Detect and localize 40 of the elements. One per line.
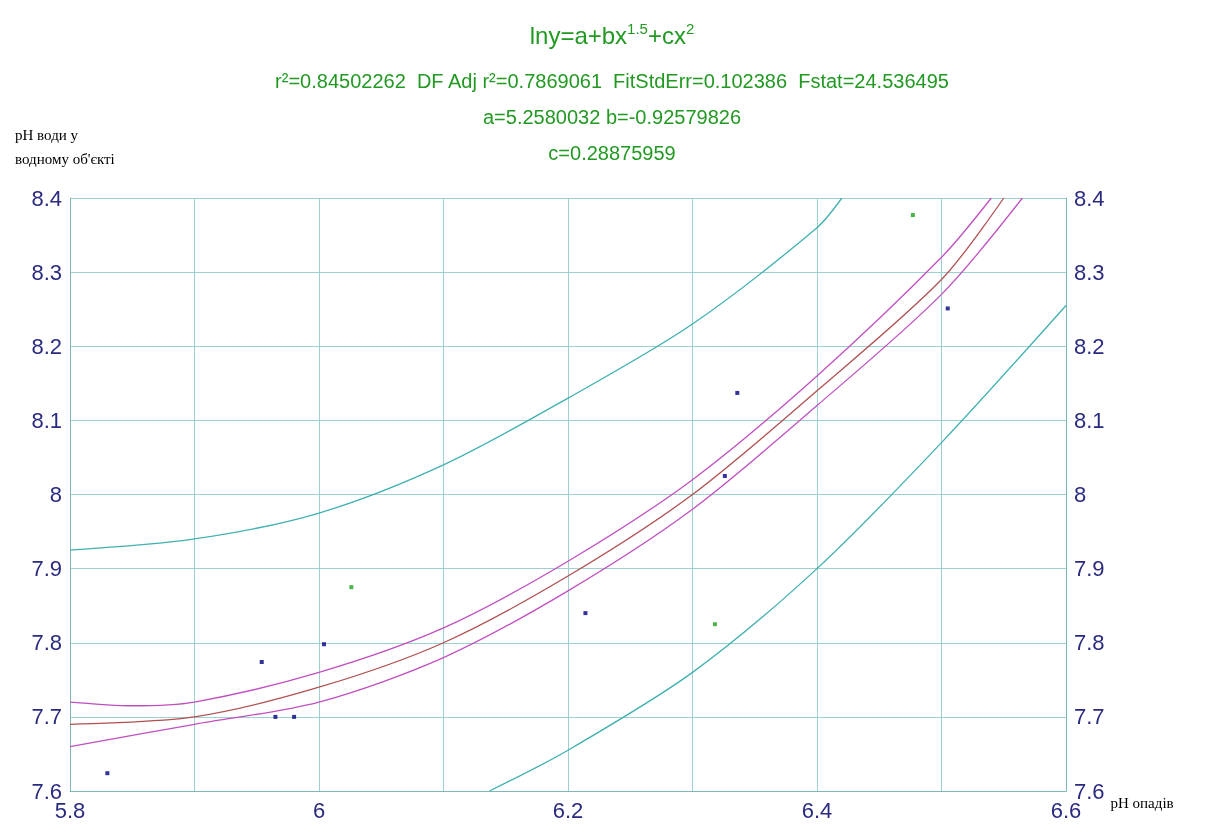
point — [945, 306, 950, 311]
y2-tick-label: 7.7 — [1074, 704, 1105, 730]
text: r²=0.84502262 DF Adj r²=0.7869061 FitStdErr=0.102386 Fstat=24.536495 — [275, 70, 949, 92]
point — [583, 611, 588, 616]
y2-tick-label: 7.6 — [1074, 778, 1105, 804]
x-axis-title: pH опадів — [1110, 794, 1174, 811]
y-tick-label: 7.6 — [31, 778, 62, 804]
y2-tick-label: 8 — [1074, 482, 1087, 507]
line-series — [69, 197, 843, 551]
point — [321, 642, 326, 647]
point — [105, 771, 110, 776]
point — [259, 660, 264, 665]
text: c=0.28875959 — [548, 142, 676, 164]
y-tick-label: 8.2 — [31, 333, 62, 359]
y-axis-title: pH води у водному об'єкті — [15, 127, 115, 167]
point — [712, 622, 717, 627]
point — [735, 390, 740, 395]
point — [273, 714, 278, 719]
x-tick-label: 6.4 — [801, 797, 833, 823]
line-series — [488, 304, 1067, 792]
y2-tick-label: 8.2 — [1074, 333, 1105, 359]
y-tick-label: 7.7 — [31, 704, 62, 730]
y-tick-label: 8.4 — [31, 185, 62, 211]
y-tick-label: 8.1 — [31, 407, 62, 433]
y-tick-label: 8 — [49, 482, 62, 507]
y2-tick-label: 8.3 — [1074, 259, 1105, 285]
x-tick-label: 6.2 — [552, 797, 584, 823]
point — [910, 213, 915, 218]
point — [292, 714, 297, 719]
y-tick-label: 8.3 — [31, 259, 62, 285]
y2-tick-label: 7.9 — [1074, 556, 1105, 582]
y2-tick-label: 7.8 — [1074, 630, 1105, 656]
text: a=5.2580032 b=-0.92579826 — [482, 106, 742, 128]
y-tick-label: 7.9 — [31, 556, 62, 582]
y2-tick-label: 8.1 — [1074, 407, 1105, 433]
point — [349, 585, 354, 590]
y2-tick-label: 8.4 — [1074, 185, 1105, 211]
y-tick-label: 7.8 — [31, 630, 62, 656]
point — [722, 473, 727, 478]
x-tick-label: 6 — [312, 797, 326, 823]
